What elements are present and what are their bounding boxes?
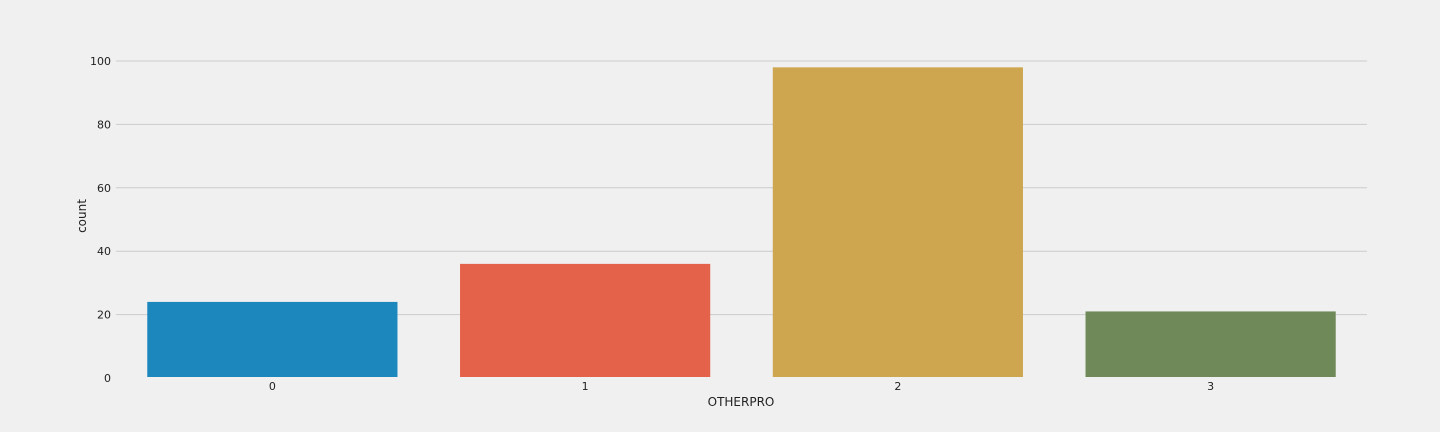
x-axis-ticks: 0 1 2 3 xyxy=(269,380,1214,393)
y-axis-ticks: 0 20 40 60 80 100 xyxy=(90,55,111,385)
x-axis-label: OTHERPRO xyxy=(708,395,775,409)
bar-2 xyxy=(772,67,1023,377)
bar-0 xyxy=(147,301,398,377)
gridlines xyxy=(116,60,1367,316)
y-tick-label: 60 xyxy=(97,182,111,195)
x-tick-label: 3 xyxy=(1207,380,1214,393)
y-tick-label: 20 xyxy=(97,309,111,322)
x-tick-label: 1 xyxy=(582,380,589,393)
x-tick-label: 2 xyxy=(894,380,901,393)
y-tick-label: 0 xyxy=(104,372,111,385)
y-tick-label: 100 xyxy=(90,55,111,68)
bar-3 xyxy=(1085,311,1336,377)
bar-1 xyxy=(460,263,711,377)
bars xyxy=(147,67,1336,377)
x-tick-label: 0 xyxy=(269,380,276,393)
y-tick-label: 40 xyxy=(97,245,111,258)
y-tick-label: 80 xyxy=(97,118,111,131)
y-axis-label: count xyxy=(75,199,89,233)
